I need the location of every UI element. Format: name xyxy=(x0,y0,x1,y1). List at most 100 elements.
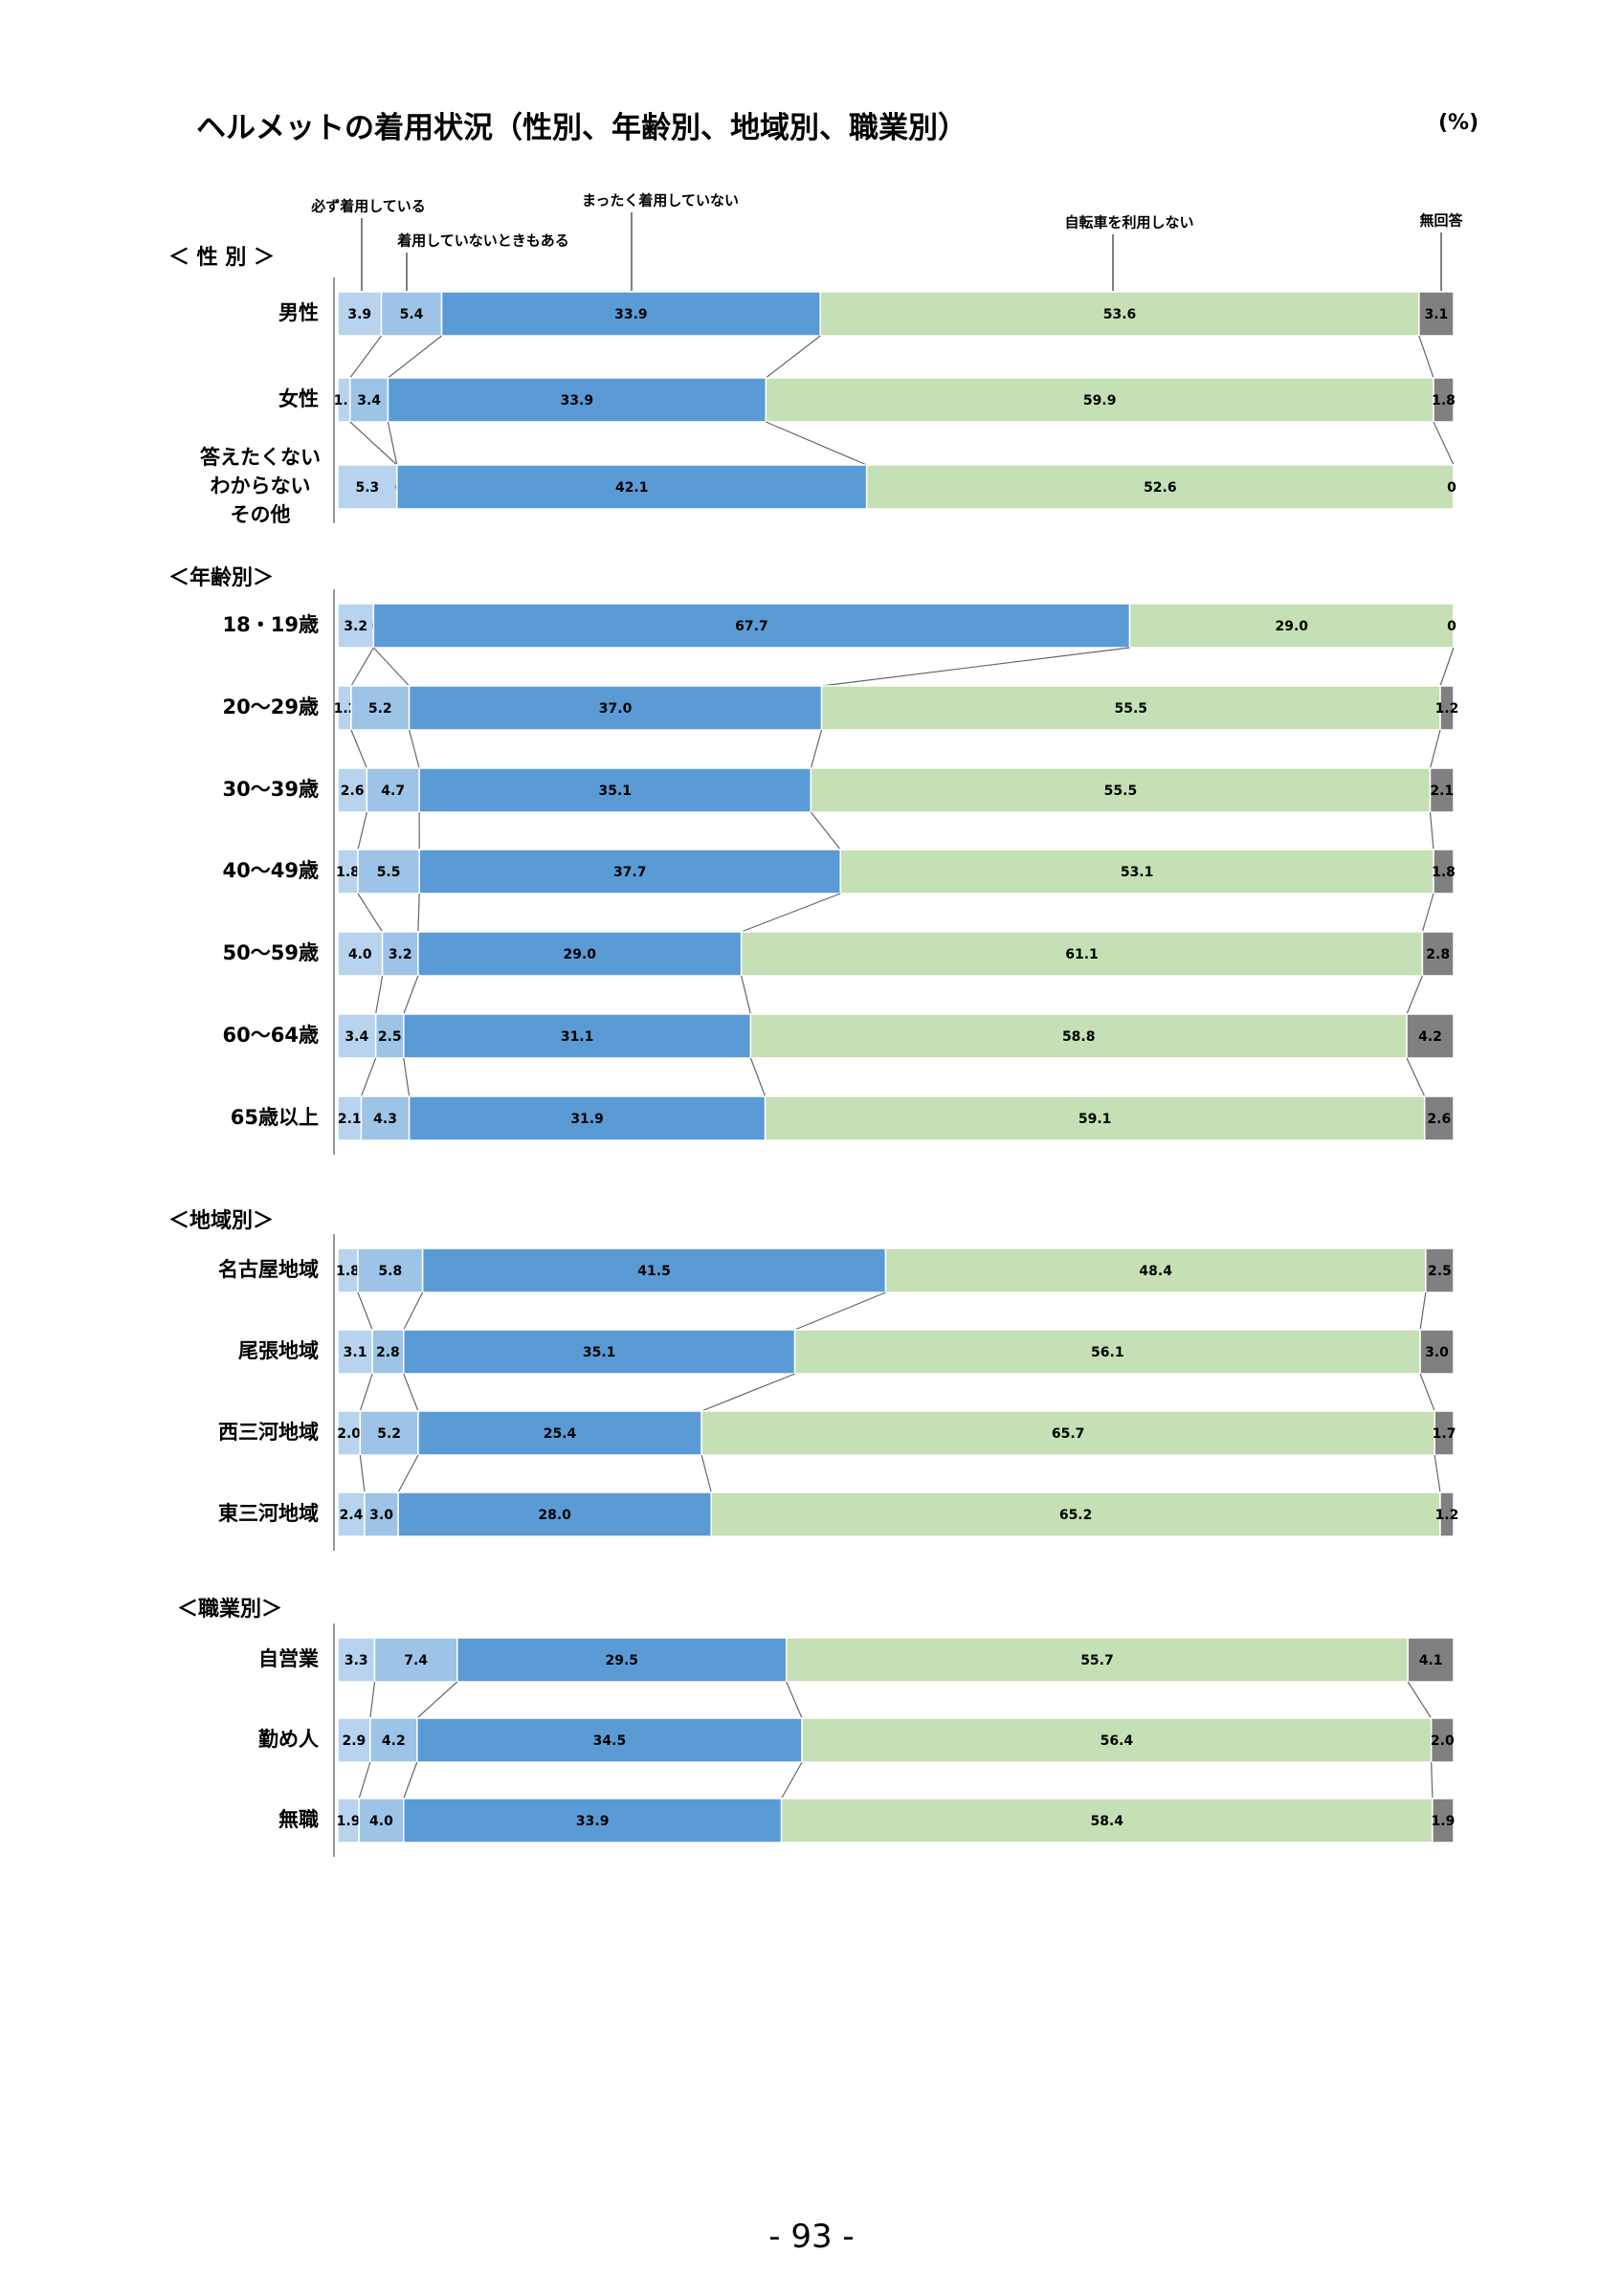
connector-line xyxy=(1407,1681,1433,1719)
data-label: 1.9 xyxy=(1432,1814,1456,1829)
row-label: 自営業 xyxy=(258,1647,320,1670)
row-label: 40～49歳 xyxy=(223,859,319,882)
bar-segment xyxy=(337,464,398,510)
connector-line xyxy=(387,421,398,466)
connector-line xyxy=(358,1761,371,1799)
connector-line xyxy=(403,1373,419,1412)
data-label: 53.1 xyxy=(1121,865,1154,880)
data-label: 28.0 xyxy=(538,1508,571,1523)
bar-segment xyxy=(1433,377,1455,423)
data-label: 3.2 xyxy=(344,619,367,634)
connector-line xyxy=(1439,647,1455,687)
bar-segment xyxy=(337,603,375,649)
row-label: 65歳以上 xyxy=(231,1106,319,1129)
bar-segment xyxy=(374,1013,405,1059)
connector-line xyxy=(369,1681,376,1719)
data-label: 3.3 xyxy=(345,1653,368,1668)
connector-line xyxy=(349,421,398,466)
data-label: 2.1 xyxy=(338,1112,362,1127)
bar-segment xyxy=(865,464,1455,510)
bar-segment xyxy=(1418,291,1455,337)
row-label: 名古屋地域 xyxy=(218,1258,319,1281)
data-label: 48.4 xyxy=(1139,1264,1172,1279)
bar-segment xyxy=(337,1095,363,1141)
data-label: 3.0 xyxy=(369,1508,393,1523)
bar-segment xyxy=(820,685,1441,731)
bar-segment xyxy=(403,1013,752,1059)
data-label: 2.6 xyxy=(341,784,365,799)
row-label: 無職 xyxy=(278,1808,319,1831)
bar-segment xyxy=(371,1329,405,1375)
bar-segment xyxy=(402,1329,796,1375)
bar-segment xyxy=(416,1717,803,1763)
page-title: ヘルメットの着用状況（性別、年齢別、地域別、職業別） xyxy=(196,111,967,145)
data-label: 2.8 xyxy=(1426,947,1450,962)
data-label: 29.5 xyxy=(605,1653,638,1668)
connector-line xyxy=(357,811,367,850)
bar-segment xyxy=(1439,1491,1455,1537)
connector-line xyxy=(375,975,384,1015)
data-label: 3.2 xyxy=(389,947,412,962)
bar-segment xyxy=(337,1717,371,1763)
data-label: 3.9 xyxy=(347,307,371,322)
data-label: 5.8 xyxy=(378,1264,402,1279)
bar-segment xyxy=(749,1013,1408,1059)
connector-line xyxy=(397,1454,419,1493)
data-label: 4.2 xyxy=(382,1733,406,1749)
bar-segment xyxy=(1406,1013,1455,1059)
data-label: 5.4 xyxy=(400,307,424,322)
bar-segment xyxy=(1423,1095,1455,1141)
bar-segment xyxy=(364,1491,399,1537)
connector-line xyxy=(350,647,374,687)
data-label: 55.5 xyxy=(1104,784,1138,799)
bar-segment xyxy=(1434,1410,1455,1456)
data-label: 3.1 xyxy=(344,1345,367,1360)
data-label: 2.9 xyxy=(343,1733,367,1749)
data-label: 2.6 xyxy=(1427,1112,1451,1127)
connector-line xyxy=(1406,975,1423,1015)
data-label: 3.4 xyxy=(345,1029,368,1045)
bar-segment xyxy=(764,1095,1426,1141)
connector-line xyxy=(403,1057,411,1097)
data-label: 1.2 xyxy=(1435,1508,1459,1523)
connector-line xyxy=(700,1454,712,1493)
bar-segment xyxy=(780,1798,1434,1843)
bar-segment xyxy=(1421,931,1455,977)
bar-segment xyxy=(1432,1798,1455,1843)
bar-segment xyxy=(349,377,389,423)
data-label: 3.4 xyxy=(357,393,381,408)
data-label: 2.0 xyxy=(337,1426,361,1442)
bar-segment xyxy=(337,767,368,813)
group-header: ＜職業別＞ xyxy=(177,1597,282,1622)
bar-segment xyxy=(366,767,420,813)
connector-line xyxy=(749,1057,767,1097)
connector-line xyxy=(1421,893,1434,933)
bar-segment xyxy=(369,1717,418,1763)
bar-segment xyxy=(1128,603,1455,649)
data-label: 37.7 xyxy=(613,865,647,880)
legend-label-2: 着用していないときもある xyxy=(396,232,569,250)
bar-segment xyxy=(1407,1637,1455,1683)
bar-segment xyxy=(350,685,411,731)
connector-line xyxy=(1406,1057,1426,1097)
data-label: 2.4 xyxy=(340,1508,364,1523)
bar-segment xyxy=(1433,849,1455,894)
bar-segment xyxy=(1429,767,1455,813)
legend-label-4: 自転車を利用しない xyxy=(1064,214,1193,232)
bar-segment xyxy=(359,1410,419,1456)
bar-segment xyxy=(785,1637,1409,1683)
connector-line xyxy=(359,1373,373,1412)
row-label: 勤め人 xyxy=(258,1728,319,1751)
bar-segment xyxy=(387,377,767,423)
bar-segment xyxy=(1425,1247,1455,1293)
data-label: 7.4 xyxy=(404,1653,428,1668)
connector-line xyxy=(372,647,410,687)
data-label: 3.1 xyxy=(1425,307,1449,322)
data-label: 65.2 xyxy=(1059,1508,1093,1523)
data-label: 34.5 xyxy=(593,1733,627,1749)
data-label: 65.7 xyxy=(1052,1426,1085,1442)
data-label: 0 xyxy=(1447,480,1456,496)
data-label: 55.7 xyxy=(1080,1653,1114,1668)
connector-line xyxy=(1433,421,1455,466)
bar-segment xyxy=(440,291,821,337)
